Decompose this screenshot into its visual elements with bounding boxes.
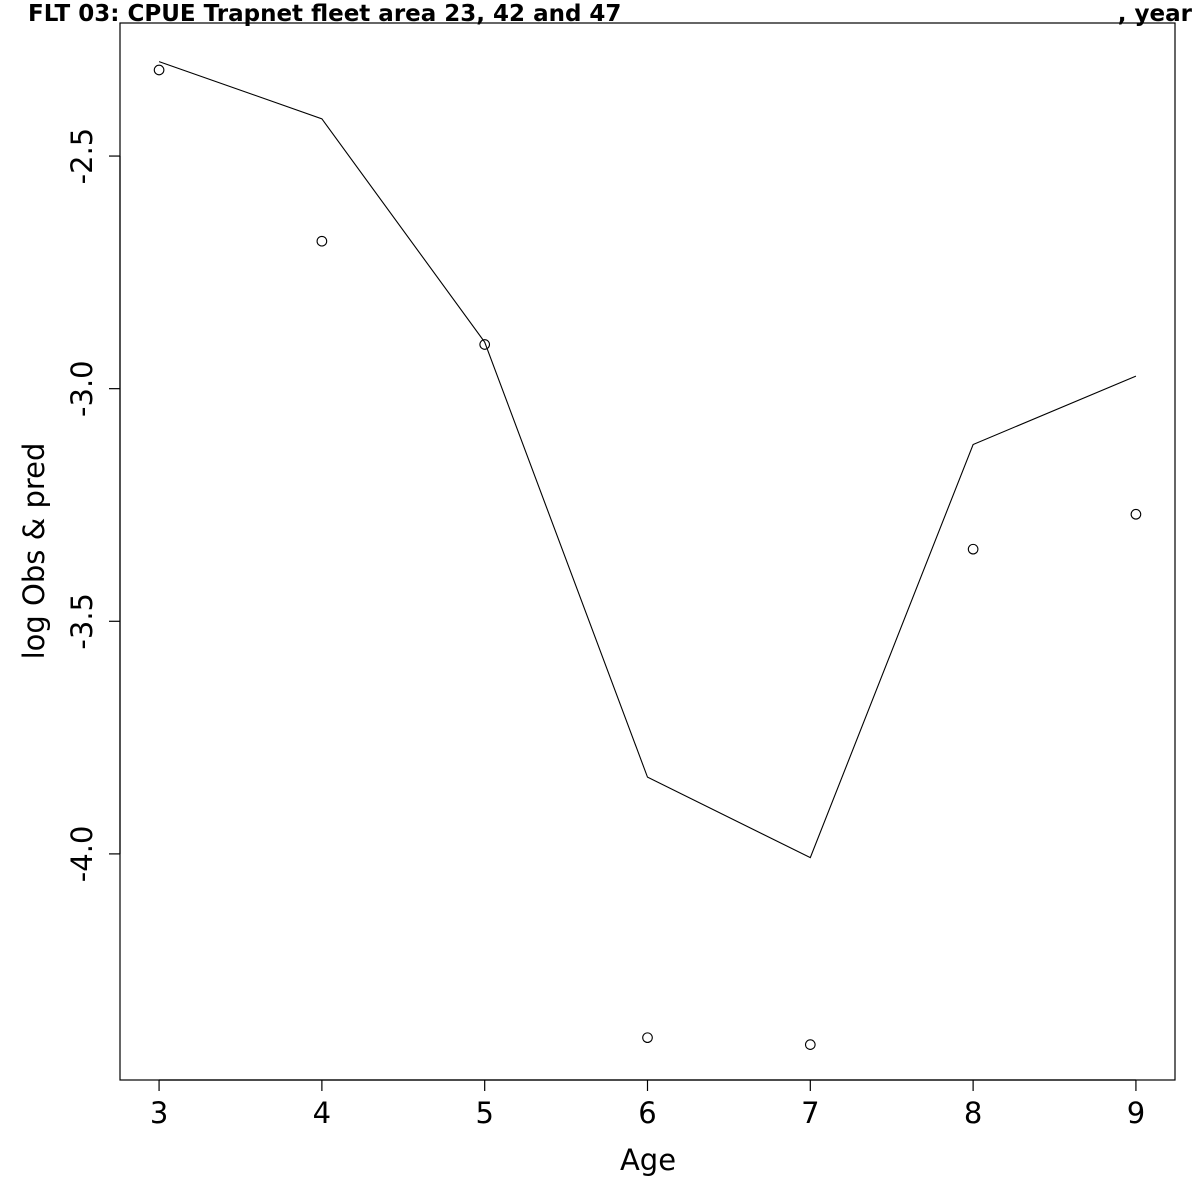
x-tick-label: 9 <box>1127 1096 1145 1130</box>
observed-point <box>479 339 491 350</box>
y-axis-label: log Obs & pred <box>17 443 51 660</box>
x-axis-label: Age <box>620 1143 676 1177</box>
x-tick-label: 3 <box>150 1096 168 1130</box>
y-tick-label: -3.0 <box>65 360 99 417</box>
y-tick-label: -2.5 <box>65 128 99 185</box>
x-tick-label: 6 <box>638 1096 656 1130</box>
x-tick-label: 7 <box>801 1096 819 1130</box>
series-layer <box>153 61 1142 1050</box>
x-axis: 3 4 5 6 7 8 9 <box>150 1079 1145 1130</box>
observed-point <box>804 1039 816 1050</box>
observed-point <box>153 64 165 76</box>
y-axis: -2.5 -3.0 -3.5 -4.0 <box>65 128 121 883</box>
x-tick-label: 5 <box>475 1096 493 1130</box>
x-tick-label: 4 <box>313 1096 331 1130</box>
observed-point <box>316 235 328 247</box>
y-tick-label: -4.0 <box>65 826 99 883</box>
observed-point <box>642 1032 653 1044</box>
x-tick-label: 8 <box>964 1096 982 1130</box>
observed-point <box>967 543 979 555</box>
y-tick-label: -3.5 <box>65 593 99 650</box>
observed-point <box>1130 508 1142 520</box>
plot-frame <box>119 22 1176 1081</box>
predicted-line <box>158 61 1137 859</box>
